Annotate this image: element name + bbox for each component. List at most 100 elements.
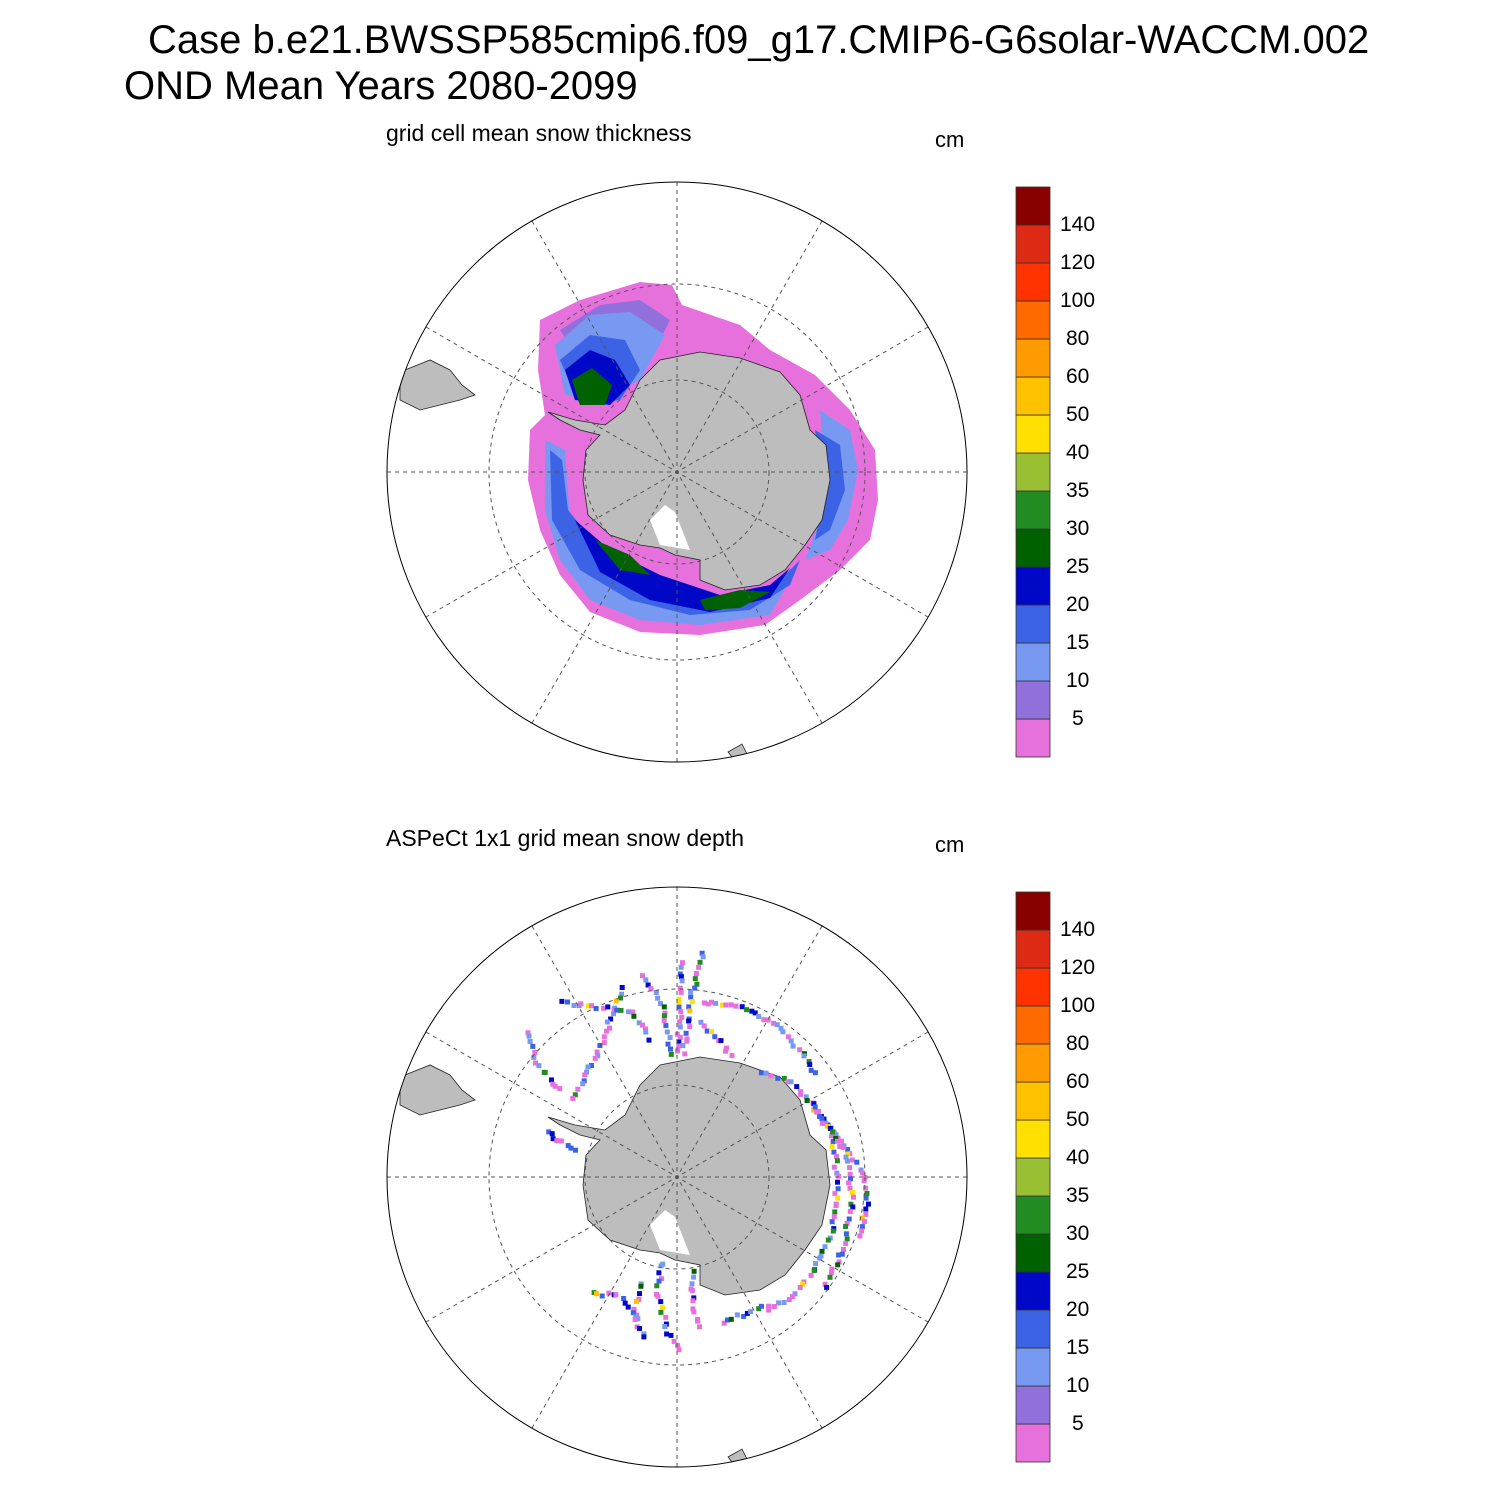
observation-cell (658, 1263, 664, 1269)
observation-cell (790, 1294, 795, 1300)
observation-cell (677, 1019, 683, 1025)
observation-cell (692, 976, 698, 982)
colorbar-swatch (1015, 1271, 1051, 1311)
observation-cell (712, 1034, 718, 1040)
observation-cell (565, 1143, 571, 1149)
observation-cell (641, 1331, 647, 1337)
observation-cell (594, 1049, 600, 1055)
observation-cell (604, 1019, 610, 1025)
observation-cell (585, 1064, 591, 1070)
observation-cell (847, 1185, 853, 1191)
colorbar-swatch (1015, 1423, 1051, 1463)
observation-cell (733, 1003, 739, 1009)
observation-cell (619, 985, 625, 990)
south-america-tip (399, 359, 476, 411)
observation-cell (572, 1092, 578, 1098)
observation-cell (677, 985, 683, 991)
observation-cell (589, 1063, 594, 1068)
observation-cell (689, 999, 695, 1005)
observation-cell (690, 1298, 696, 1304)
observation-cell (765, 1017, 771, 1023)
observation-cell (792, 1291, 798, 1297)
colorbar-swatch (1015, 891, 1051, 931)
observation-cell (720, 1002, 726, 1008)
observation-cell (633, 1298, 639, 1304)
colorbar-swatch (1015, 680, 1051, 720)
observation-cell (845, 1158, 850, 1164)
observation-cell (691, 1309, 697, 1315)
observation-cell (619, 991, 625, 997)
observation-cell (781, 1300, 787, 1305)
observation-cell (834, 1158, 840, 1164)
observation-cell (678, 964, 684, 970)
observation-cell (655, 995, 661, 1001)
observation-cell (633, 1314, 639, 1320)
observation-cell (692, 985, 698, 991)
observation-cell (661, 1018, 667, 1024)
observation-cell (709, 999, 714, 1005)
observation-cell (662, 1010, 668, 1016)
observation-cell (843, 1154, 849, 1160)
observation-cell (593, 1006, 599, 1012)
observation-cell (713, 1000, 719, 1006)
observation-cell (794, 1084, 800, 1090)
observation-cell (771, 1020, 777, 1026)
observation-cell (739, 1004, 745, 1010)
colorbar-swatch (1015, 1309, 1051, 1349)
observation-cell (845, 1147, 851, 1152)
observation-cell (656, 1278, 662, 1284)
observation-cell (677, 971, 683, 977)
observation-cell (741, 1313, 747, 1319)
observation-cell (761, 1017, 767, 1023)
observation-cell (643, 977, 649, 983)
observation-cell (812, 1104, 818, 1110)
observation-cell (659, 1276, 665, 1282)
observation-cell (701, 1023, 707, 1029)
observation-cell (723, 1048, 729, 1054)
observation-cell (831, 1214, 837, 1220)
observation-cell (585, 1003, 591, 1009)
colorbar-tick-label: 25 (1066, 555, 1090, 578)
observation-cell (638, 1283, 644, 1289)
observation-cell (648, 986, 654, 992)
colorbar-tick-label: 10 (1066, 669, 1090, 692)
observation-cell (835, 1179, 840, 1185)
observation-cell (824, 1285, 830, 1290)
observation-cell (676, 1347, 682, 1353)
observation-cell (575, 1086, 581, 1092)
observation-cell (611, 1011, 616, 1017)
observation-cell (542, 1070, 548, 1075)
colorbar-tick-label: 100 (1060, 289, 1096, 312)
observation-cell (829, 1143, 835, 1149)
observation-cell (557, 1086, 563, 1092)
observation-cell (775, 1075, 781, 1081)
observation-cell (676, 999, 682, 1005)
observation-cell (597, 1043, 603, 1048)
observation-cell (705, 1001, 711, 1007)
colorbar-swatch (1015, 967, 1051, 1007)
observation-cell (530, 1043, 536, 1049)
observation-cell (691, 1268, 697, 1274)
observation-cell (655, 1293, 661, 1299)
observation-cell (621, 1296, 627, 1301)
observation-cell (550, 1136, 556, 1142)
observation-cell (825, 1237, 831, 1243)
observation-cell (580, 1081, 586, 1087)
observation-cell (697, 1324, 703, 1330)
observation-cell (836, 1259, 842, 1265)
observation-cell (835, 1186, 841, 1192)
observation-cell (595, 1053, 601, 1059)
colorbar-panel1 (1015, 186, 1051, 758)
observation-cell (637, 1291, 642, 1297)
observation-cell (734, 1312, 740, 1318)
observation-cell (843, 1241, 849, 1247)
observation-cell (653, 990, 659, 995)
observation-cell (640, 1022, 645, 1028)
observation-cell (721, 1320, 727, 1326)
observation-cell (728, 1316, 734, 1322)
observation-cell (799, 1281, 805, 1287)
observation-cell (656, 1270, 662, 1276)
observation-cell (568, 1145, 574, 1151)
observation-cell (759, 1303, 764, 1309)
observation-cell (857, 1233, 863, 1239)
